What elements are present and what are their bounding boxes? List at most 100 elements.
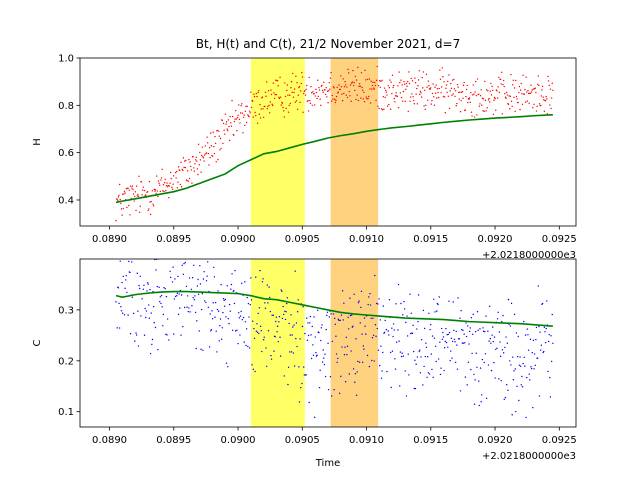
scatter-point [265,81,268,83]
scatter-point [423,327,426,330]
scatter-point [131,187,133,189]
scatter-point [275,79,277,81]
scatter-point [521,386,524,388]
scatter-point [327,102,329,104]
scatter-point [158,182,160,184]
scatter-point [304,332,306,335]
scatter-point [529,379,531,381]
scatter-point [529,338,532,341]
scatter-point [440,92,442,94]
scatter-point [290,351,293,353]
scatter-point [165,190,167,192]
scatter-point [437,358,440,360]
scatter-point [502,314,504,317]
scatter-point [543,110,546,113]
scatter-point [326,311,329,313]
scatter-point [140,315,142,317]
scatter-point [437,303,439,306]
scatter-point [403,300,405,303]
scatter-point [307,99,309,102]
scatter-point [236,116,239,119]
scatter-point [516,385,518,388]
scatter-point [151,343,153,346]
scatter-point [425,346,428,349]
scatter-point [328,81,330,84]
scatter-point [211,155,214,157]
scatter-point [160,294,163,297]
scatter-point [432,83,434,85]
scatter-point [264,91,267,94]
scatter-point [524,88,526,91]
scatter-point [455,105,457,107]
scatter-point [146,190,149,193]
scatter-point [226,285,228,287]
scatter-point [537,75,539,77]
scatter-point [223,129,225,131]
scatter-point [321,84,323,87]
scatter-point [366,98,368,100]
scatter-point [116,198,118,200]
scatter-point [318,331,320,334]
scatter-point [270,89,272,91]
scatter-point [169,171,172,174]
scatter-point [157,180,160,182]
scatter-point [236,129,238,132]
scatter-point [227,317,230,320]
scatter-point [436,310,438,312]
scatter-point [230,122,232,124]
scatter-point [436,88,439,90]
scatter-point [456,368,459,370]
scatter-point [160,179,162,181]
scatter-points [115,259,554,419]
scatter-point [433,298,435,300]
scatter-point [117,287,120,289]
scatter-point [280,104,282,106]
scatter-point [376,327,378,330]
scatter-point [234,269,236,272]
scatter-point [256,95,258,98]
scatter-point [349,95,351,97]
scatter-point [312,354,315,357]
scatter-point [191,277,194,279]
scatter-point [155,175,158,177]
scatter-point [335,95,338,98]
scatter-point [285,107,287,110]
scatter-point [395,303,397,305]
scatter-point [339,319,341,322]
scatter-point [301,325,304,328]
scatter-point [209,156,211,159]
scatter-point [348,328,350,330]
scatter-point [186,295,189,297]
scatter-point [359,85,361,88]
scatter-point [415,363,417,365]
scatter-point [208,147,211,149]
scatter-point [414,359,416,362]
scatter-point [386,94,388,96]
scatter-point [174,295,177,298]
scatter-point [519,89,522,91]
scatter-point [420,339,423,341]
scatter-point [524,334,527,336]
scatter-point [136,195,138,197]
scatter-point [202,349,204,351]
scatter-point [496,90,498,92]
scatter-point [360,306,362,309]
y-axis-label: H [32,138,43,146]
scatter-point [314,336,316,338]
scatter-point [266,107,268,110]
scatter-point [118,194,120,197]
scatter-point [143,334,146,336]
scatter-point [521,103,524,105]
scatter-point [189,161,191,163]
scatter-point [510,364,512,366]
scatter-point [265,95,267,97]
scatter-point [176,294,178,297]
scatter-point [411,93,413,95]
scatter-point [372,334,375,337]
scatter-point [457,86,459,88]
scatter-point [517,335,519,338]
scatter-point [541,89,543,91]
scatter-point [472,313,474,316]
scatter-point [493,361,495,364]
